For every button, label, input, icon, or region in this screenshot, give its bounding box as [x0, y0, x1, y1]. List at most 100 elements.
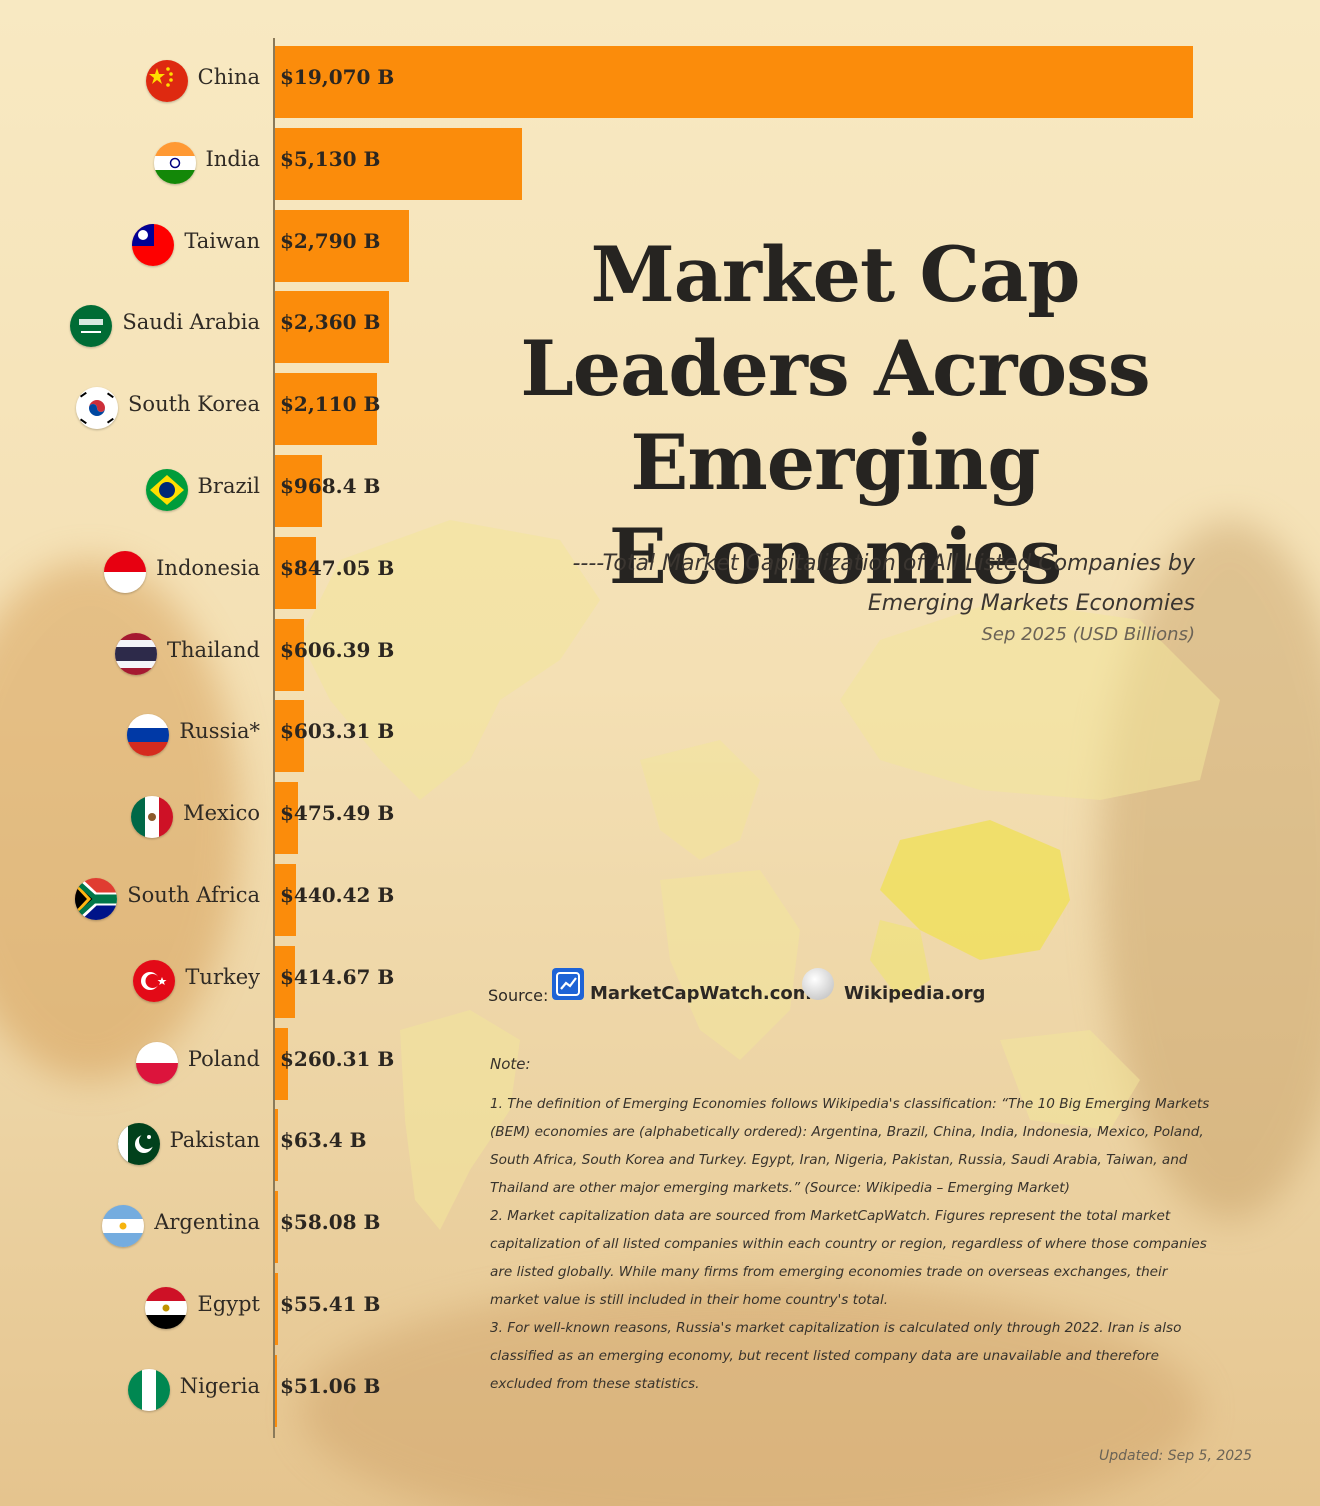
- category-label: Taiwan: [184, 228, 260, 253]
- mexico-flag-icon: [131, 796, 174, 839]
- category-label: China: [197, 65, 260, 89]
- data-label: $2,790 B: [280, 228, 381, 253]
- category-label: Russia*: [179, 719, 260, 744]
- notes-section: Note: 1. The definition of Emerging Econ…: [490, 1050, 1220, 1398]
- data-label: $847.05 B: [280, 555, 395, 580]
- south-africa-flag-icon: [75, 878, 118, 920]
- bar-row: Turkey $414.67 B: [0, 939, 1320, 1021]
- category-label: Indonesia: [156, 555, 260, 580]
- bar-row: Brazil $968.4 B: [0, 448, 1320, 530]
- turkey-flag-icon: [133, 959, 176, 1002]
- bar-row: Poland $260.31 B: [0, 1021, 1320, 1103]
- date-unit-label: Sep 2025 (USD Billions): [981, 624, 1195, 645]
- pakistan-flag-icon: [117, 1123, 160, 1166]
- china-flag-icon: [145, 60, 188, 102]
- note-item: 2. Market capitalization data are source…: [490, 1208, 1207, 1308]
- notes-heading: Note:: [490, 1055, 531, 1073]
- bar-row: India $5,130 B: [0, 121, 1320, 203]
- bar-row: Russia* $603.31 B: [0, 693, 1320, 775]
- category-label: Argentina: [154, 1210, 260, 1235]
- source-label: Source:: [488, 986, 549, 1005]
- bar-row: Argentina $58.08 B: [0, 1184, 1320, 1266]
- bar: [275, 945, 295, 1018]
- taiwan-flag-icon: [132, 223, 175, 266]
- russia-flag-icon: [127, 714, 170, 757]
- data-label: $2,110 B: [280, 392, 381, 417]
- data-label: $19,070 B: [280, 65, 395, 89]
- background-blur: [300, 1280, 1200, 1506]
- bar: [275, 291, 389, 364]
- data-label: $440.42 B: [280, 883, 395, 907]
- bar: [275, 536, 316, 609]
- bar-row: China $19,070 B: [0, 39, 1320, 121]
- category-label: India: [205, 146, 261, 171]
- bar-row: Taiwan $2,790 B: [0, 203, 1320, 285]
- bar: [275, 864, 297, 936]
- bar-row: Thailand $606.39 B: [0, 612, 1320, 694]
- source-marketcapwatch[interactable]: MarketCapWatch.com: [590, 983, 812, 1004]
- egypt-flag-icon: [145, 1287, 188, 1329]
- updated-date: Updated: Sep 5, 2025: [1098, 1448, 1252, 1464]
- data-label: $606.39 B: [280, 637, 395, 662]
- category-label: South Korea: [128, 392, 260, 417]
- source-wikipedia[interactable]: Wikipedia.org: [844, 983, 986, 1004]
- indonesia-flag-icon: [104, 550, 147, 593]
- note-item: 1. The definition of Emerging Economies …: [490, 1096, 1210, 1196]
- bar: [275, 1109, 279, 1182]
- bar: [275, 618, 305, 691]
- marketcapwatch-icon: [552, 968, 584, 1000]
- brazil-flag-icon: [145, 469, 188, 511]
- category-label: Saudi Arabia: [122, 310, 260, 335]
- bar: [275, 1354, 278, 1427]
- bar: [275, 209, 410, 282]
- bar-row: Egypt $55.41 B: [0, 1266, 1320, 1348]
- bar-row: Nigeria $51.06 B: [0, 1348, 1320, 1430]
- note-item: 3. For well-known reasons, Russia's mark…: [490, 1320, 1182, 1392]
- category-label: Mexico: [183, 801, 260, 826]
- category-label: Egypt: [197, 1292, 260, 1316]
- category-label: South Africa: [127, 883, 260, 907]
- thailand-flag-icon: [115, 632, 158, 675]
- data-label: $475.49 B: [280, 801, 395, 826]
- bar: [275, 1191, 278, 1264]
- wikipedia-globe-icon: [802, 968, 834, 1000]
- category-label: Nigeria: [179, 1373, 260, 1398]
- argentina-flag-icon: [102, 1205, 145, 1248]
- bar-row: South Korea $2,110 B: [0, 366, 1320, 448]
- bar: [275, 127, 522, 200]
- data-label: $5,130 B: [280, 146, 381, 171]
- bar: [275, 782, 298, 855]
- chart-axis-line: [273, 38, 275, 1438]
- poland-flag-icon: [135, 1041, 178, 1084]
- south-korea-flag-icon: [76, 387, 119, 430]
- category-label: Thailand: [167, 637, 260, 662]
- chart-title: Market Cap Leaders Across Emerging Econo…: [520, 230, 1150, 601]
- bar-row: Pakistan $63.4 B: [0, 1102, 1320, 1184]
- bar: [275, 700, 305, 773]
- data-label: $260.31 B: [280, 1046, 395, 1071]
- category-label: Poland: [187, 1046, 260, 1071]
- category-label: Turkey: [185, 964, 260, 989]
- bar: [275, 1027, 288, 1100]
- bar-row: Saudi Arabia $2,360 B: [0, 284, 1320, 366]
- category-label: Pakistan: [169, 1128, 260, 1153]
- data-label: $63.4 B: [280, 1128, 367, 1153]
- subtitle-line-2: Emerging Markets Economies: [867, 591, 1195, 616]
- bar-row: Indonesia $847.05 B: [0, 530, 1320, 612]
- data-label: $603.31 B: [280, 719, 395, 744]
- nigeria-flag-icon: [127, 1368, 170, 1411]
- bar: [275, 1273, 278, 1345]
- chart-subtitle: ----Total Market Capitalization of All L…: [572, 544, 1195, 624]
- data-label: $51.06 B: [280, 1373, 381, 1398]
- india-flag-icon: [153, 141, 196, 184]
- data-label: $414.67 B: [280, 964, 395, 989]
- data-label: $968.4 B: [280, 474, 381, 498]
- bar: [275, 455, 322, 527]
- data-label: $55.41 B: [280, 1292, 381, 1316]
- bar-row: South Africa $440.42 B: [0, 857, 1320, 939]
- bar-row: Mexico $475.49 B: [0, 775, 1320, 857]
- subtitle-line-1: ----Total Market Capitalization of All L…: [572, 551, 1195, 576]
- data-label: $2,360 B: [280, 310, 381, 335]
- saudi-arabia-flag-icon: [70, 305, 113, 348]
